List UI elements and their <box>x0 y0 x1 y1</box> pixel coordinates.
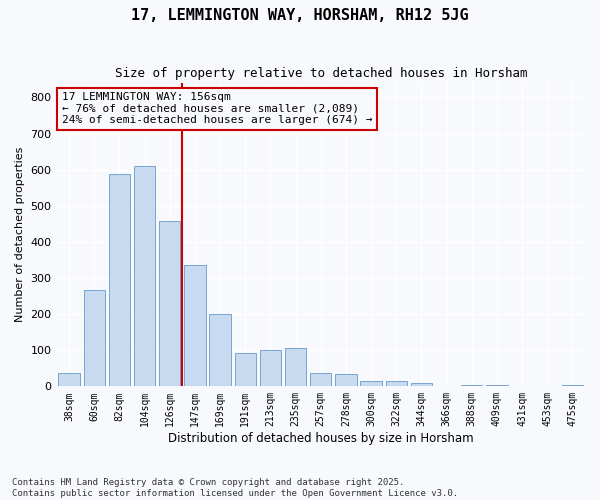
Bar <box>562 384 583 386</box>
Text: 17 LEMMINGTON WAY: 156sqm
← 76% of detached houses are smaller (2,089)
24% of se: 17 LEMMINGTON WAY: 156sqm ← 76% of detac… <box>62 92 373 126</box>
Bar <box>486 384 508 386</box>
Bar <box>285 348 307 387</box>
Y-axis label: Number of detached properties: Number of detached properties <box>15 147 25 322</box>
Bar <box>58 372 80 386</box>
Bar <box>83 290 105 386</box>
Bar <box>209 314 231 386</box>
Bar <box>184 266 206 386</box>
Bar <box>361 381 382 386</box>
Bar <box>134 166 155 386</box>
Text: 17, LEMMINGTON WAY, HORSHAM, RH12 5JG: 17, LEMMINGTON WAY, HORSHAM, RH12 5JG <box>131 8 469 22</box>
Bar <box>260 350 281 387</box>
Text: Contains HM Land Registry data © Crown copyright and database right 2025.
Contai: Contains HM Land Registry data © Crown c… <box>12 478 458 498</box>
Bar <box>386 381 407 386</box>
Bar <box>235 353 256 386</box>
Bar <box>411 382 432 386</box>
Bar <box>159 222 181 386</box>
Title: Size of property relative to detached houses in Horsham: Size of property relative to detached ho… <box>115 68 527 80</box>
Bar <box>310 372 331 386</box>
Bar <box>109 174 130 386</box>
X-axis label: Distribution of detached houses by size in Horsham: Distribution of detached houses by size … <box>168 432 473 445</box>
Bar <box>335 374 356 386</box>
Bar <box>461 384 482 386</box>
